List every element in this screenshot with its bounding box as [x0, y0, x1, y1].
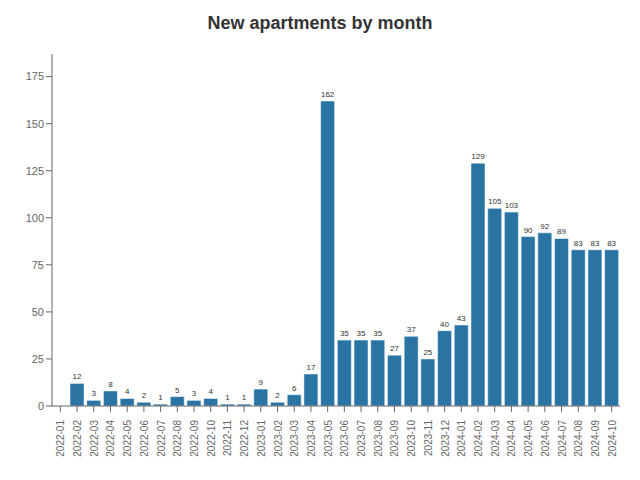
svg-text:8: 8 — [108, 380, 113, 389]
svg-text:2022-09: 2022-09 — [189, 420, 200, 457]
svg-text:83: 83 — [607, 239, 616, 248]
svg-text:75: 75 — [32, 259, 44, 271]
svg-text:2024-01: 2024-01 — [456, 420, 467, 457]
svg-text:4: 4 — [208, 387, 213, 396]
svg-text:37: 37 — [407, 325, 416, 334]
svg-text:0: 0 — [38, 400, 44, 412]
svg-text:2022-03: 2022-03 — [89, 420, 100, 457]
svg-text:3: 3 — [192, 389, 197, 398]
svg-text:105: 105 — [488, 197, 502, 206]
svg-text:2023-07: 2023-07 — [356, 420, 367, 457]
svg-text:125: 125 — [26, 165, 44, 177]
svg-text:50: 50 — [32, 306, 44, 318]
svg-text:2022-05: 2022-05 — [122, 420, 133, 457]
svg-text:2022-01: 2022-01 — [55, 420, 66, 457]
svg-text:162: 162 — [321, 90, 335, 99]
svg-text:2024-06: 2024-06 — [540, 420, 551, 457]
svg-text:2022-12: 2022-12 — [239, 420, 250, 457]
svg-text:2: 2 — [275, 391, 280, 400]
svg-text:2: 2 — [142, 391, 147, 400]
svg-text:12: 12 — [73, 372, 82, 381]
svg-text:1: 1 — [242, 393, 247, 402]
svg-text:129: 129 — [471, 152, 485, 161]
svg-text:2022-02: 2022-02 — [72, 420, 83, 457]
svg-text:2022-08: 2022-08 — [172, 420, 183, 457]
svg-text:2022-11: 2022-11 — [222, 420, 233, 456]
svg-text:2022-07: 2022-07 — [156, 420, 167, 457]
svg-text:3: 3 — [92, 389, 97, 398]
svg-text:150: 150 — [26, 118, 44, 130]
svg-text:92: 92 — [540, 222, 549, 231]
svg-text:25: 25 — [32, 353, 44, 365]
svg-text:9: 9 — [259, 378, 264, 387]
svg-text:25: 25 — [423, 348, 432, 357]
svg-text:43: 43 — [457, 314, 466, 323]
svg-text:2022-04: 2022-04 — [105, 420, 116, 457]
svg-text:2024-07: 2024-07 — [557, 420, 568, 457]
svg-text:2024-02: 2024-02 — [473, 420, 484, 457]
svg-text:2024-09: 2024-09 — [590, 420, 601, 457]
svg-text:6: 6 — [292, 384, 297, 393]
svg-text:2023-10: 2023-10 — [406, 420, 417, 457]
svg-text:4: 4 — [125, 387, 130, 396]
svg-text:40: 40 — [440, 320, 449, 329]
svg-text:2023-01: 2023-01 — [256, 420, 267, 457]
svg-text:90: 90 — [524, 226, 533, 235]
svg-text:2024-03: 2024-03 — [490, 420, 501, 457]
svg-text:2023-11: 2023-11 — [423, 420, 434, 456]
svg-text:35: 35 — [340, 329, 349, 338]
svg-text:103: 103 — [505, 201, 519, 210]
svg-text:175: 175 — [26, 70, 44, 82]
svg-text:27: 27 — [390, 344, 399, 353]
svg-text:89: 89 — [557, 227, 566, 236]
html-text:New apartments by month: New apartments by month — [207, 13, 433, 33]
svg-text:83: 83 — [574, 239, 583, 248]
svg-text:1: 1 — [225, 393, 230, 402]
svg-text:2023-04: 2023-04 — [306, 420, 317, 457]
svg-text:100: 100 — [26, 212, 44, 224]
svg-text:2023-12: 2023-12 — [440, 420, 451, 457]
svg-text:35: 35 — [373, 329, 382, 338]
svg-text:2024-08: 2024-08 — [573, 420, 584, 457]
svg-text:2024-10: 2024-10 — [607, 420, 618, 457]
svg-text:1: 1 — [158, 393, 163, 402]
svg-text:2023-05: 2023-05 — [323, 420, 334, 457]
svg-text:35: 35 — [357, 329, 366, 338]
svg-text:2024-05: 2024-05 — [523, 420, 534, 457]
svg-text:2023-06: 2023-06 — [339, 420, 350, 457]
svg-text:2024-04: 2024-04 — [506, 420, 517, 457]
svg-text:5: 5 — [175, 386, 180, 395]
svg-text:2023-08: 2023-08 — [373, 420, 384, 457]
svg-text:83: 83 — [590, 239, 599, 248]
svg-text:2023-02: 2023-02 — [273, 420, 284, 457]
svg-text:2022-10: 2022-10 — [206, 420, 217, 457]
svg-text:17: 17 — [306, 363, 315, 372]
svg-text:2023-03: 2023-03 — [289, 420, 300, 457]
svg-text:2022-06: 2022-06 — [139, 420, 150, 457]
svg-text:2023-09: 2023-09 — [389, 420, 400, 457]
